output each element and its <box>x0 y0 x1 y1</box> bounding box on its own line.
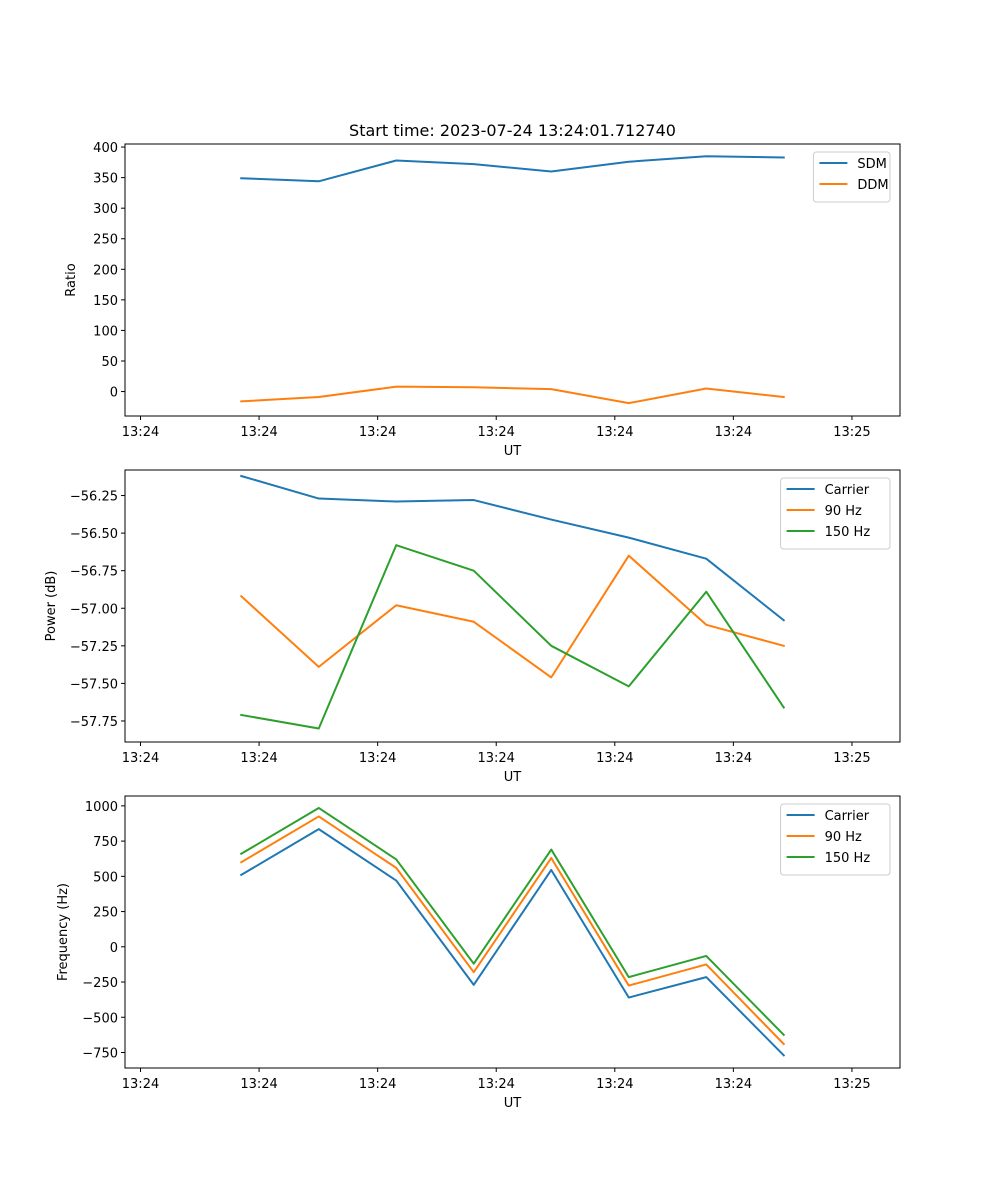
series-line-150-hz <box>239 806 786 1037</box>
x-tick-label: 13:24 <box>359 751 396 766</box>
x-tick-label: 13:24 <box>240 425 277 440</box>
chart-panel-3: 13:24 13:24 13:24 13:24 13:24 13:24 13:25 −750 −… <box>56 795 901 1111</box>
series-line-ddm <box>240 385 785 405</box>
y-tick-label: 50 <box>101 355 118 370</box>
y-tick-label: 150 <box>93 294 118 309</box>
x-tick-label: 13:24 <box>596 1077 633 1092</box>
series-line-carrier <box>239 828 786 1057</box>
legend: Carrier 90 Hz 150 Hz <box>780 803 891 876</box>
y-axis-label: Frequency (Hz) <box>56 883 71 981</box>
legend: Carrier 90 Hz 150 Hz <box>780 477 891 550</box>
x-axis-label: UT <box>504 444 522 459</box>
legend-box <box>812 151 891 203</box>
x-tick-label: 13:24 <box>122 751 159 766</box>
y-tick-label: −750 <box>82 1046 118 1061</box>
y-tick-label: 200 <box>93 263 118 278</box>
y-tick-label: 250 <box>93 233 118 248</box>
axes-frame <box>124 469 901 743</box>
series-line-90-hz <box>239 554 785 679</box>
y-axis-label: Ratio <box>64 263 79 296</box>
x-tick-label: 13:24 <box>477 751 514 766</box>
legend-label: 150 Hz <box>825 525 871 540</box>
axes-frame <box>124 143 901 417</box>
series-line-sdm <box>240 155 785 183</box>
y-tick-label: 1000 <box>85 800 118 815</box>
series-line-150-hz <box>240 544 786 730</box>
y-tick-label: −57.25 <box>70 640 118 655</box>
x-axis-label: UT <box>504 770 522 785</box>
y-tick-label: −57.75 <box>70 715 118 730</box>
legend-label: 90 Hz <box>825 504 862 519</box>
chart-panel-2: 13:24 13:24 13:24 13:24 13:24 13:24 13:25 −57.7… <box>44 469 901 785</box>
legend-label: SDM <box>857 157 886 172</box>
x-tick-label: 13:24 <box>359 425 396 440</box>
y-tick-label: −56.50 <box>70 527 118 542</box>
axes-frame <box>124 795 901 1069</box>
legend-label: 150 Hz <box>825 851 871 866</box>
x-tick-label: 13:24 <box>240 751 277 766</box>
y-tick-label: −57.00 <box>70 602 118 617</box>
y-tick-label: −250 <box>82 976 118 991</box>
chart-panel-1: 13:24 13:24 13:24 13:24 13:24 13:24 13:25 0 50 10… <box>64 121 901 459</box>
y-tick-label: 350 <box>93 172 118 187</box>
x-tick-label: 13:24 <box>122 425 159 440</box>
y-tick-label: 100 <box>93 324 118 339</box>
x-axis-label: UT <box>504 1096 522 1111</box>
y-tick-label: −56.25 <box>70 490 118 505</box>
x-tick-label: 13:25 <box>833 1077 870 1092</box>
y-tick-label: 300 <box>93 202 118 217</box>
legend-label: Carrier <box>825 483 870 498</box>
legend: SDM DDM <box>812 151 891 203</box>
x-tick-label: 13:24 <box>596 425 633 440</box>
y-tick-label: 400 <box>93 141 118 156</box>
y-tick-label: 250 <box>93 906 118 921</box>
y-tick-label: 500 <box>93 870 118 885</box>
x-tick-label: 13:24 <box>715 751 752 766</box>
x-tick-label: 13:24 <box>596 751 633 766</box>
series-line-carrier <box>240 474 786 622</box>
x-tick-label: 13:24 <box>477 425 514 440</box>
x-tick-label: 13:24 <box>477 1077 514 1092</box>
legend-label: Carrier <box>825 809 870 824</box>
y-axis-label: Power (dB) <box>44 571 59 642</box>
y-tick-label: −57.50 <box>70 677 118 692</box>
y-tick-label: −56.75 <box>70 565 118 580</box>
x-tick-label: 13:24 <box>359 1077 396 1092</box>
y-tick-label: 0 <box>110 386 118 401</box>
chart-title: Start time: 2023-07-24 13:24:01.712740 <box>349 121 676 140</box>
x-tick-label: 13:24 <box>122 1077 159 1092</box>
x-tick-label: 13:25 <box>833 425 870 440</box>
chart-root: 13:24 13:24 13:24 13:24 13:24 13:24 13:25 0 50 10… <box>44 121 901 1111</box>
y-tick-label: 0 <box>110 941 118 956</box>
x-tick-label: 13:24 <box>715 425 752 440</box>
x-tick-label: 13:24 <box>240 1077 277 1092</box>
y-tick-label: 750 <box>93 835 118 850</box>
legend-label: 90 Hz <box>825 830 862 845</box>
x-tick-label: 13:25 <box>833 751 870 766</box>
y-tick-label: −500 <box>82 1011 118 1026</box>
x-tick-label: 13:24 <box>715 1077 752 1092</box>
series-line-90-hz <box>239 815 786 1046</box>
legend-label: DDM <box>857 178 888 193</box>
